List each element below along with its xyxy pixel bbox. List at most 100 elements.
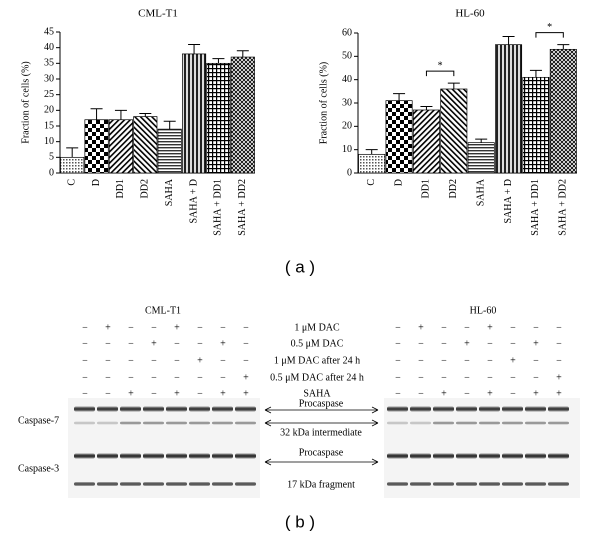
blot-band [235,421,256,425]
blot-band [410,482,431,486]
significance-label: * [547,22,552,33]
x-tick-label: SAHA [475,178,486,206]
treatment-sign: − [105,372,111,383]
y-axis-label: Fraction of cells (%) [20,61,31,143]
treatment-sign: − [395,388,401,399]
treatment-sign: + [441,388,447,399]
treatment-sign: − [197,388,203,399]
blot-band [456,421,477,425]
significance-label: * [438,60,443,71]
band-label: Procaspase [299,398,344,409]
blot-band [189,406,210,412]
error-bar [236,50,249,58]
treatment-sign: − [441,355,447,366]
treatment-sign: − [487,338,493,349]
treatment-sign: − [556,338,562,349]
blot-band [166,406,187,412]
treatment-sign: − [220,372,226,383]
treatment-sign: − [487,355,493,366]
blot-band [74,482,95,486]
bar [108,119,133,174]
y-tick-label: 40 [342,74,352,85]
blot-band [143,421,164,425]
error-bar [163,120,176,130]
blot-band [479,406,500,412]
blot-band [189,421,210,425]
blot-band [74,453,95,459]
treatment-sign: − [395,355,401,366]
blot-band [212,421,233,425]
blot-band [387,421,408,425]
treatment-sign: − [395,322,401,333]
treatment-sign: − [243,355,249,366]
bar [60,156,85,174]
treatment-sign: − [151,322,157,333]
condition-label: 0.5 μM DAC [291,338,344,349]
treatment-sign: − [128,338,134,349]
condition-label: SAHA [303,388,331,399]
treatment-sign: − [418,388,424,399]
treatment-sign: − [220,322,226,333]
treatment-sign: − [556,355,562,366]
panel-label: ( b ) [285,512,315,531]
blot-band [143,406,164,412]
error-bar [139,112,152,117]
x-tick-label: SAHA + DD1 [530,179,541,236]
blot-band [387,453,408,459]
blot-band [166,482,187,486]
bar [182,53,207,174]
bar [206,62,231,174]
treatment-sign: + [243,388,249,399]
blot-band [548,453,569,459]
blot-band [97,482,118,486]
treatment-sign: − [220,355,226,366]
x-tick-label: D [393,179,404,186]
treatment-sign: − [82,322,88,333]
blot-band [433,406,454,412]
chart-title: HL-60 [455,8,485,20]
condition-label: 0.5 μM DAC after 24 h [270,372,364,383]
treatment-sign: − [128,322,134,333]
treatment-sign: − [151,388,157,399]
treatment-sign: − [174,338,180,349]
error-bar [114,109,127,120]
error-bar [502,36,515,45]
protein-label: Caspase-7 [18,415,59,426]
treatment-sign: − [82,372,88,383]
error-bar [475,138,488,143]
y-tick-label: 40 [44,42,54,53]
treatment-sign: − [487,372,493,383]
blot-band [235,453,256,459]
x-tick-label: DD2 [448,179,459,198]
treatment-sign: + [487,322,493,333]
chart-title: CML-T1 [138,8,178,20]
blot-band [479,421,500,425]
blot-band [212,406,233,412]
y-tick-label: 15 [44,120,54,131]
treatment-sign: − [174,372,180,383]
band-label: Procaspase [299,447,344,458]
y-tick-label: 20 [44,105,54,116]
blot-band [548,406,569,412]
blot-band [97,406,118,412]
treatment-sign: − [151,372,157,383]
treatment-sign: − [243,322,249,333]
blot-band [120,406,141,412]
blot-band [433,482,454,486]
treatment-sign: − [243,338,249,349]
blot-band [410,406,431,412]
band-label: 32 kDa intermediate [280,427,362,438]
treatment-sign: − [105,388,111,399]
error-bar [393,93,406,101]
blot-band [433,453,454,459]
blot-band [502,453,523,459]
treatment-sign: − [128,355,134,366]
x-tick-label: DD2 [140,179,151,198]
x-tick-label: SAHA + D [188,179,199,224]
y-axis-label: Fraction of cells (%) [318,62,329,144]
blot-band [387,406,408,412]
bar [157,128,182,174]
treatment-sign: − [151,355,157,366]
band-label: 17 kDa fragment [287,479,355,490]
treatment-sign: − [82,355,88,366]
